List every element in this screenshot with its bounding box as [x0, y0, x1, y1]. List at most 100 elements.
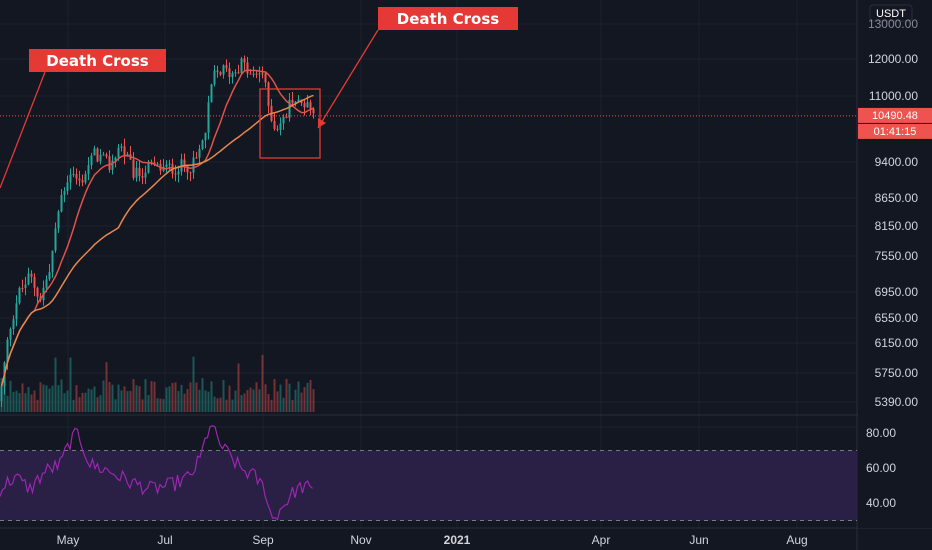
- candle-body: [48, 272, 51, 280]
- volume-bar: [24, 393, 27, 412]
- time-tick-label: Jul: [157, 533, 172, 547]
- time-axis[interactable]: May Jul Sep Nov 2021 Apr Jun Aug: [57, 533, 808, 547]
- volume-bar: [30, 394, 33, 412]
- candle-body: [306, 102, 309, 108]
- candle-body: [51, 250, 54, 273]
- annotations: Death Cross Death Cross: [0, 7, 518, 189]
- candle-body: [183, 159, 186, 166]
- volume-bar: [168, 386, 171, 412]
- volume-bar: [264, 384, 267, 412]
- volume-bar: [282, 397, 285, 412]
- volume-bar: [306, 382, 309, 412]
- volume-bar: [51, 385, 54, 412]
- candle-body: [15, 303, 18, 320]
- candle-body: [273, 120, 276, 129]
- volume-bar: [63, 393, 66, 412]
- price-tick-label: 6550.00: [875, 311, 919, 325]
- volume-bar: [291, 399, 294, 412]
- candle-body: [117, 147, 120, 158]
- volume-bar: [159, 398, 162, 412]
- volume-bar: [303, 387, 306, 412]
- candle-body: [309, 102, 312, 109]
- candle-body: [186, 165, 189, 173]
- volume-bar: [234, 390, 237, 412]
- candle-body: [156, 163, 159, 165]
- volume-bar: [45, 385, 48, 412]
- volume-bar: [75, 385, 78, 412]
- candle-body: [90, 155, 93, 166]
- candle-body: [84, 174, 87, 183]
- volume-bar: [273, 378, 276, 412]
- candle-body: [9, 328, 12, 340]
- candle-body: [69, 174, 72, 183]
- candle-body: [108, 156, 111, 170]
- candle-body: [195, 157, 198, 159]
- rsi-band: [0, 450, 857, 521]
- candle-body: [231, 73, 234, 78]
- volume-bar: [36, 399, 39, 412]
- candle-body: [225, 65, 228, 69]
- volume-bar: [177, 391, 180, 412]
- volume-bar: [180, 384, 183, 412]
- price-tick-label: 11000.00: [869, 89, 918, 103]
- volume-bar: [129, 390, 132, 412]
- volume-bar: [90, 389, 93, 412]
- candle-body: [63, 191, 66, 195]
- volume-bar: [81, 392, 84, 412]
- candle-body: [216, 70, 219, 73]
- candle-body: [144, 172, 147, 178]
- candle-body: [30, 273, 33, 277]
- annotation-arrow-right: [317, 29, 379, 129]
- annotation-box: [259, 88, 321, 159]
- volume-bar: [285, 378, 288, 412]
- candle-body: [294, 101, 297, 104]
- candle-body: [243, 58, 246, 63]
- volume-bar: [222, 379, 225, 412]
- volume-bar: [261, 354, 264, 412]
- price-tick-label: 6150.00: [875, 336, 919, 350]
- candle-body: [99, 154, 102, 162]
- countdown-label: 01:41:15: [874, 126, 917, 138]
- volume-bar: [255, 382, 258, 412]
- candle-body: [168, 163, 171, 165]
- candle-body: [150, 161, 153, 163]
- volume-bar: [96, 397, 99, 412]
- candle-body: [237, 72, 240, 74]
- volume-bar: [60, 379, 63, 412]
- volume-bar: [267, 393, 270, 412]
- volume-bar: [126, 391, 129, 412]
- candle-body: [33, 276, 36, 288]
- candle-body: [27, 273, 30, 285]
- candle-body: [234, 72, 237, 74]
- price-tick-label: 5390.00: [875, 395, 919, 409]
- time-tick-label: Apr: [592, 533, 611, 547]
- volume-bar: [201, 378, 204, 412]
- candle-body: [21, 287, 24, 289]
- volume-bars: [0, 354, 315, 412]
- volume-bar: [48, 388, 51, 412]
- candle-body: [54, 228, 57, 251]
- candle-body: [255, 73, 258, 75]
- currency-badge: [869, 4, 913, 22]
- volume-bar: [18, 393, 21, 412]
- time-tick-label: Sep: [252, 533, 274, 547]
- annotation-label-bg-right: [378, 7, 518, 30]
- candle-body: [198, 148, 201, 158]
- price-tick-label: 8150.00: [875, 219, 919, 233]
- volume-bar: [120, 390, 123, 412]
- volume-bar: [237, 363, 240, 412]
- currency-label: USDT: [876, 8, 906, 20]
- annotation-arrowhead-right: [318, 118, 326, 128]
- volume-bar: [171, 382, 174, 412]
- candle-body: [93, 148, 96, 156]
- volume-bar: [252, 389, 255, 412]
- price-tick-label: 5750.00: [875, 366, 919, 380]
- price-tick-label: 8650.00: [875, 191, 919, 205]
- volume-bar: [231, 399, 234, 412]
- price-tick-label: 13000.00: [868, 17, 918, 31]
- price-axis[interactable]: USDT 5390.00 5750.00 6150.00 6550.00 6950.00 7…: [858, 0, 932, 528]
- candle-body: [240, 58, 243, 74]
- volume-bar: [3, 384, 6, 412]
- volume-bar: [99, 395, 102, 412]
